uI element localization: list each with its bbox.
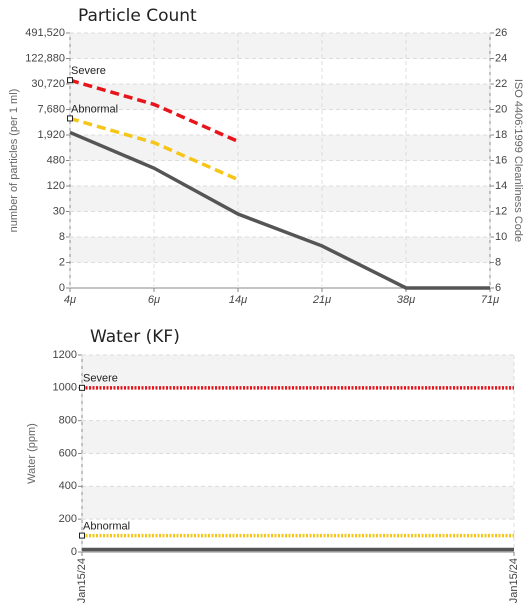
y-tick-label: 30 bbox=[53, 205, 65, 217]
band bbox=[70, 135, 490, 161]
y2-tick-label: 18 bbox=[495, 129, 507, 141]
series-label: Severe bbox=[83, 373, 118, 385]
y2-tick-label: 14 bbox=[495, 180, 507, 192]
y-tick-label: 491,520 bbox=[25, 27, 65, 39]
x-tick-label: 38μ bbox=[397, 294, 415, 306]
y2-tick-label: 20 bbox=[495, 103, 507, 115]
series-marker bbox=[67, 77, 73, 84]
y2-tick-label: 8 bbox=[495, 256, 501, 268]
series-line bbox=[69, 130, 490, 290]
y2-tick-label: 16 bbox=[495, 154, 507, 166]
y-tick-label: 800 bbox=[59, 415, 77, 427]
y-tick-label: 0 bbox=[71, 546, 77, 558]
band bbox=[82, 486, 514, 520]
y-tick-label: 1,920 bbox=[37, 129, 65, 141]
y-tick-label: 0 bbox=[59, 282, 65, 294]
y-tick-label: 8 bbox=[59, 231, 65, 243]
y-axis-title: Water (ppm) bbox=[26, 423, 38, 484]
y2-tick-label: 12 bbox=[495, 205, 507, 217]
y2-tick-label: 6 bbox=[495, 282, 501, 294]
series-line bbox=[69, 78, 239, 143]
x-tick-label: 21μ bbox=[312, 294, 331, 306]
y-axis-title: number of particles (per 1 ml) bbox=[8, 89, 20, 233]
x-tick-label: 71μ bbox=[481, 294, 499, 306]
y2-tick-label: 26 bbox=[495, 27, 507, 39]
band bbox=[82, 355, 514, 388]
series-label: Abnormal bbox=[83, 520, 130, 532]
x-tick-label: Jan15/24 bbox=[508, 558, 520, 603]
y-tick-label: 120 bbox=[47, 180, 65, 192]
series-marker bbox=[79, 384, 85, 391]
chart: Water (KF) 0 200 400 600 800 1000 1200 Jan15/24 J… bbox=[26, 327, 520, 603]
x-tick-label: Jan15/24 bbox=[76, 558, 88, 603]
series-marker bbox=[79, 532, 85, 539]
y-tick-label: 2 bbox=[59, 256, 65, 268]
y-tick-label: 122,880 bbox=[25, 52, 65, 64]
x-tick-label: 4μ bbox=[64, 294, 76, 306]
band bbox=[70, 33, 490, 59]
band bbox=[70, 237, 490, 263]
chart: Particle Count 0 2 8 30 120 480 1,920 7,680 30,72… bbox=[8, 6, 524, 306]
series-marker bbox=[67, 115, 73, 122]
chart-title: Particle Count bbox=[78, 6, 197, 26]
band bbox=[70, 186, 490, 212]
y-tick-label: 400 bbox=[59, 480, 77, 492]
x-tick-label: 14μ bbox=[229, 294, 247, 306]
y2-tick-label: 10 bbox=[495, 231, 507, 243]
y-tick-label: 600 bbox=[59, 447, 77, 459]
y-tick-label: 30,720 bbox=[31, 78, 65, 90]
band bbox=[70, 84, 490, 110]
chart-title: Water (KF) bbox=[90, 327, 180, 347]
y-tick-label: 200 bbox=[59, 513, 77, 525]
x-tick-label: 6μ bbox=[148, 294, 160, 306]
series-label: Severe bbox=[71, 65, 106, 77]
y2-tick-label: 24 bbox=[495, 52, 507, 64]
series-label: Abnormal bbox=[71, 103, 118, 115]
y-tick-label: 1000 bbox=[53, 382, 77, 394]
y2-axis-title: ISO 4406:1999 Cleanliness Code bbox=[512, 79, 524, 242]
band bbox=[82, 420, 514, 454]
y-tick-label: 480 bbox=[47, 154, 65, 166]
y2-tick-label: 22 bbox=[495, 78, 507, 90]
series-line bbox=[69, 116, 239, 182]
y-tick-label: 1200 bbox=[53, 349, 77, 361]
y-tick-label: 7,680 bbox=[37, 103, 65, 115]
